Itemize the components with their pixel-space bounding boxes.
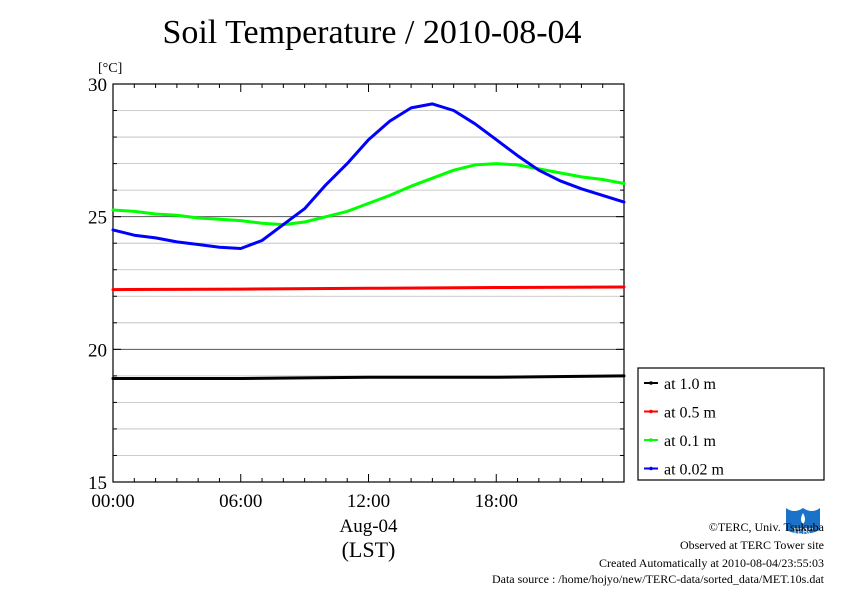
legend-marker-0 <box>649 381 653 385</box>
terc-logo: TERC <box>784 504 822 540</box>
legend-marker-1 <box>649 409 653 414</box>
series-line-1 <box>111 285 626 292</box>
x-axis-date-label: Aug-04 <box>339 516 398 537</box>
footer-source: Data source : /home/hojyo/new/TERC-data/… <box>491 572 824 586</box>
x-tick-label: 18:00 <box>475 491 518 512</box>
y-axis-label: [°C] <box>98 61 122 76</box>
footer-created: Created Automatically at 2010-08-04/23:5… <box>599 556 824 570</box>
series-line-3 <box>111 102 626 250</box>
legend-marker-3 <box>649 466 653 471</box>
plot-frame <box>112 83 625 483</box>
y-tick-label: 30 <box>88 75 107 96</box>
logo-text: TERC <box>792 527 814 536</box>
plot-area <box>113 84 624 482</box>
legend-label-2: at 0.1 m <box>664 433 717 450</box>
x-tick-label: 00:00 <box>91 491 134 512</box>
legend-label-1: at 0.5 m <box>664 405 717 422</box>
x-axis-tz-label: (LST) <box>342 537 396 562</box>
chart-title: Soil Temperature / 2010-08-04 <box>162 14 582 51</box>
y-tick-label: 20 <box>88 340 107 361</box>
legend-marker-2 <box>649 438 653 442</box>
footer-observed: Observed at TERC Tower site <box>679 538 824 552</box>
x-tick-label: 06:00 <box>219 491 262 512</box>
y-tick-label: 25 <box>88 208 107 229</box>
series-line-0 <box>111 374 626 380</box>
legend-box <box>637 367 825 481</box>
x-tick-label: 12:00 <box>347 491 390 512</box>
legend-label-0: at 1.0 m <box>664 376 717 393</box>
legend-label-3: at 0.02 m <box>664 462 725 479</box>
y-tick-label: 15 <box>88 473 107 494</box>
footer-copyright: ©TERC, Univ. Tsukuba <box>708 520 824 534</box>
